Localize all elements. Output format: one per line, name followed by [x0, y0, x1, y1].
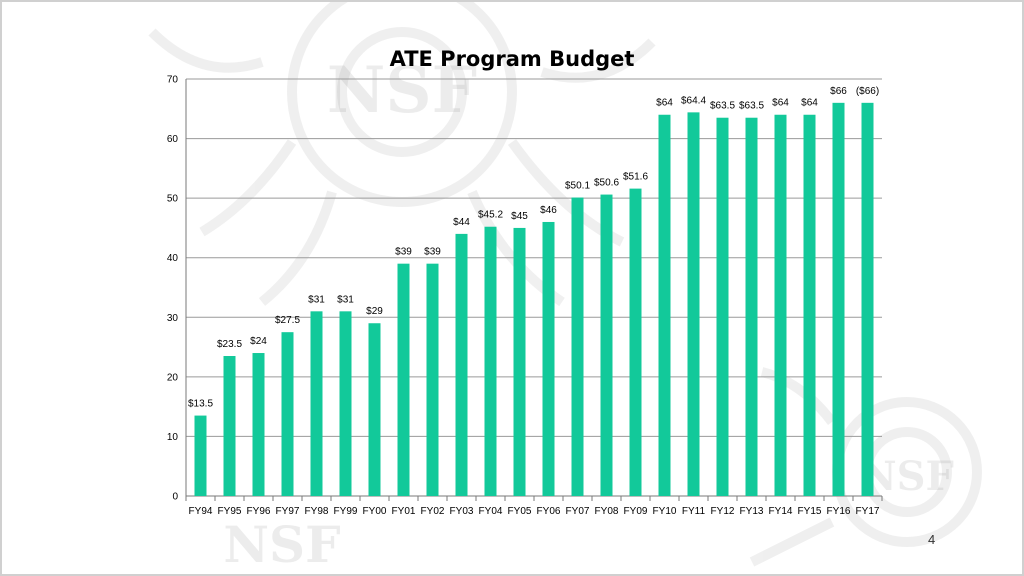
- data-label: $46: [540, 205, 557, 216]
- bar: [861, 102, 874, 496]
- data-label: $51.6: [623, 172, 648, 183]
- x-tick-label: FY00: [363, 506, 387, 517]
- x-tick-label: FY04: [479, 506, 503, 517]
- bar: [832, 102, 845, 496]
- bar: [281, 332, 294, 496]
- x-tick-label: FY97: [276, 506, 300, 517]
- data-labels: $13.5 $23.5 $24 $27.5 $31 $31 $29 $39 $39 $44 $45.…: [188, 86, 879, 410]
- bar: [658, 114, 671, 496]
- bar: [368, 323, 381, 496]
- bar: [745, 117, 758, 496]
- data-label: $66: [830, 86, 847, 97]
- data-label: $31: [337, 294, 354, 305]
- bar: [484, 226, 497, 497]
- y-tick-label: 30: [167, 313, 179, 324]
- x-tick-label: FY01: [392, 506, 416, 517]
- svg-text:NSF: NSF: [223, 515, 340, 574]
- y-tick-labels: 0 10 20 30 40 50 60 70: [167, 75, 179, 503]
- x-tick-label: FY96: [247, 506, 271, 517]
- data-label: $39: [424, 247, 441, 258]
- data-label: $64: [801, 98, 818, 109]
- data-label: $50.1: [565, 181, 590, 192]
- data-label: $50.6: [594, 178, 619, 189]
- x-tick-label: FY94: [189, 506, 213, 517]
- bar: [339, 311, 352, 496]
- y-tick-label: 70: [167, 75, 179, 86]
- bar: [513, 227, 526, 496]
- x-tick-labels: FY94 FY95 FY96 FY97 FY98 FY99 FY00 FY01 FY02 FY03…: [189, 506, 880, 517]
- svg-text:NSF: NSF: [860, 453, 954, 500]
- y-tick-label: 60: [167, 134, 179, 145]
- svg-text:NSF: NSF: [327, 53, 477, 128]
- grid-lines: [186, 78, 882, 437]
- x-tick-label: FY16: [827, 506, 851, 517]
- y-tick-label: 20: [167, 372, 179, 383]
- bar: [194, 415, 207, 496]
- x-tick-label: FY03: [450, 506, 474, 517]
- data-label: $45: [511, 211, 528, 222]
- data-label: $63.5: [739, 101, 764, 112]
- data-label: $45.2: [478, 210, 503, 221]
- x-tick-label: FY11: [682, 506, 706, 517]
- data-label: $64: [656, 98, 673, 109]
- bar: [687, 112, 700, 497]
- bar: [223, 356, 236, 496]
- data-label: $39: [395, 247, 412, 258]
- data-label: $27.5: [275, 315, 300, 326]
- x-tick-label: FY05: [508, 506, 532, 517]
- y-tick-label: 0: [172, 492, 178, 503]
- data-label: $63.5: [710, 101, 735, 112]
- bar: [455, 233, 468, 496]
- x-tick-label: FY10: [653, 506, 677, 517]
- bar: [571, 197, 584, 496]
- y-tick-label: 10: [167, 432, 179, 443]
- data-label: $23.5: [217, 339, 242, 350]
- x-tick-label: FY02: [421, 506, 445, 517]
- data-label: $44: [453, 217, 470, 228]
- x-tick-label: FY06: [537, 506, 561, 517]
- y-tick-label: 40: [167, 253, 179, 264]
- x-tick-label: FY08: [595, 506, 619, 517]
- x-tick-label: FY98: [305, 506, 329, 517]
- data-label: $64: [772, 98, 789, 109]
- x-tick-label: FY17: [856, 506, 880, 517]
- bar: [600, 194, 613, 496]
- bar: [774, 114, 787, 496]
- x-tick-label: FY13: [740, 506, 764, 517]
- x-tick-label: FY99: [334, 506, 358, 517]
- data-label: $29: [366, 306, 383, 317]
- bar: [426, 263, 439, 496]
- x-tick-label: FY14: [769, 506, 793, 517]
- data-label: $24: [250, 336, 267, 347]
- page-number: 4: [928, 532, 936, 547]
- data-label: $31: [308, 294, 325, 305]
- bars: [194, 102, 874, 497]
- data-label: ($66): [856, 86, 879, 97]
- bar: [310, 311, 323, 496]
- data-label: $13.5: [188, 399, 213, 410]
- bar: [803, 114, 816, 496]
- y-tick-label: 50: [167, 194, 179, 205]
- chart-title: ATE Program Budget: [390, 47, 635, 71]
- data-label: $64.4: [681, 95, 706, 106]
- bar: [397, 263, 410, 496]
- bar: [252, 353, 265, 496]
- x-tick-label: FY07: [566, 506, 590, 517]
- x-tick-label: FY09: [624, 506, 648, 517]
- bar: [542, 221, 555, 496]
- x-tick-label: FY95: [218, 506, 242, 517]
- bar: [629, 188, 642, 496]
- x-tick-label: FY12: [711, 506, 735, 517]
- x-tick-label: FY15: [798, 506, 822, 517]
- bar: [716, 117, 729, 496]
- axes: [185, 79, 883, 501]
